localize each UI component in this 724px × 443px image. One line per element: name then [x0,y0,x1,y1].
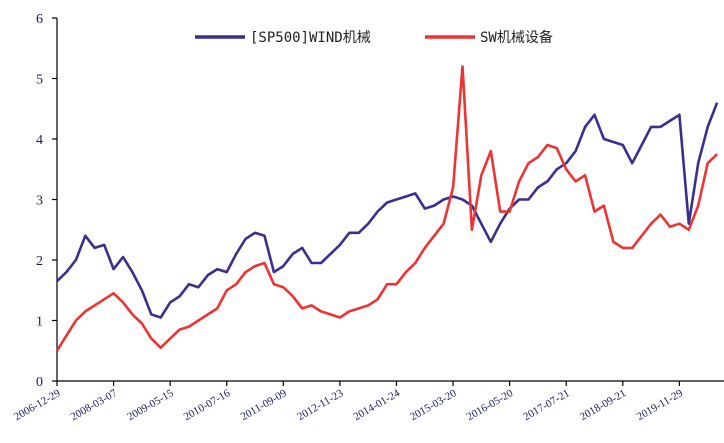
legend-label: [SP500]WIND机械 [250,30,371,46]
x-tick-label: 2008-03-07 [69,387,120,423]
legend-label: SW机械设备 [480,29,553,46]
x-tick-label: 2019-11-29 [635,387,686,423]
x-tick-label: 2018-09-21 [578,387,628,423]
x-tick-label: 2015-03-20 [408,387,459,423]
x-tick-label: 2010-07-16 [182,387,233,423]
y-tick-label: 2 [36,254,43,269]
x-tick-label: 2017-07-21 [521,387,571,423]
y-tick-label: 4 [36,133,43,148]
series-line [55,65,719,352]
x-tick-label: 2006-12-29 [12,387,63,423]
y-tick-label: 0 [36,375,43,390]
x-tick-label: 2012-11-23 [295,387,346,423]
x-tick-label: 2011-09-09 [239,387,290,423]
y-tick-label: 3 [36,194,43,209]
series-line [56,102,719,319]
y-tick-label: 1 [36,315,43,330]
y-tick-label: 6 [36,12,43,27]
y-tick-label: 5 [36,73,43,88]
x-tick-label: 2016-05-20 [465,387,516,423]
x-tick-label: 2014-01-24 [352,387,403,423]
x-tick-label: 2009-05-15 [125,387,176,423]
